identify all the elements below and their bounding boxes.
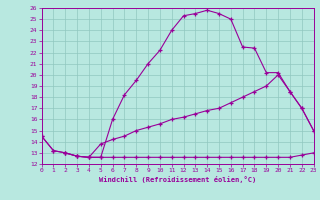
X-axis label: Windchill (Refroidissement éolien,°C): Windchill (Refroidissement éolien,°C) xyxy=(99,176,256,183)
